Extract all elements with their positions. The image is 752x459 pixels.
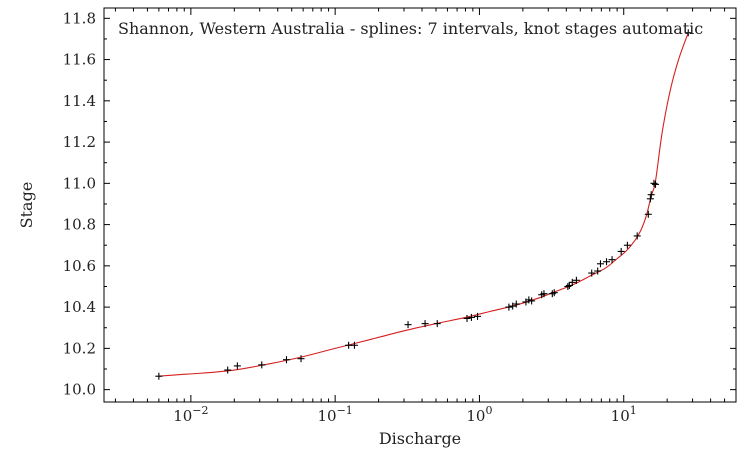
observation-point — [647, 191, 655, 199]
observation-point — [651, 180, 659, 188]
observation-point — [550, 289, 558, 297]
x-tick-base: 10 — [466, 407, 485, 425]
x-tick-base: 10 — [317, 407, 336, 425]
observation-point — [282, 356, 290, 364]
y-tick-label: 11.4 — [63, 92, 96, 110]
observation-point — [623, 241, 631, 249]
observation-point — [463, 314, 471, 322]
observation-point — [633, 232, 641, 240]
observation-point — [404, 321, 412, 329]
observation-point — [644, 210, 652, 218]
observation-point — [617, 247, 625, 255]
x-tick-label: 100 — [466, 404, 492, 425]
x-tick-label: 10−1 — [317, 404, 352, 425]
x-tick-label: 101 — [611, 404, 637, 425]
observation-point — [568, 278, 576, 286]
y-tick-label: 10.8 — [63, 216, 96, 234]
x-axis-label: Discharge — [379, 429, 461, 448]
x-tick-base: 10 — [173, 407, 192, 425]
observation-point — [572, 276, 580, 284]
observation-point — [224, 366, 232, 374]
observation-point — [603, 258, 611, 266]
chart-title: Shannon, Western Australia - splines: 7 … — [118, 19, 703, 38]
observation-point — [684, 29, 692, 37]
observation-point — [155, 372, 163, 380]
observation-point — [564, 282, 572, 290]
observation-point — [233, 362, 241, 370]
x-tick-exponent: 1 — [630, 404, 637, 417]
plot-frame — [103, 7, 737, 403]
observation-point — [421, 320, 429, 328]
observation-point — [474, 312, 482, 320]
observation-point — [297, 355, 305, 363]
x-tick-exponent: 0 — [485, 404, 492, 417]
observation-point — [565, 281, 573, 289]
x-tick-exponent: −2 — [192, 404, 208, 417]
observation-point — [350, 341, 358, 349]
axes-layer: 10.0 10.2 10.4 10.6 10.8 11.0 11.2 11.4 11.6 11.8… — [63, 8, 737, 425]
observation-point — [467, 313, 475, 321]
x-tick-exponent: −1 — [337, 404, 353, 417]
x-tick-base: 10 — [611, 407, 630, 425]
y-axis-label: Stage — [17, 182, 36, 229]
observation-point — [540, 290, 548, 298]
y-tick-label: 11.6 — [63, 51, 96, 69]
y-tick-label: 11.0 — [63, 174, 96, 192]
y-tick-label: 10.2 — [63, 339, 96, 357]
observation-point — [512, 300, 520, 308]
observation-point — [594, 267, 602, 275]
y-tick-label: 10.0 — [63, 381, 96, 399]
observation-point — [528, 297, 536, 305]
observation-point — [650, 179, 658, 187]
y-tick-label: 11.8 — [63, 9, 96, 27]
observation-point — [608, 256, 616, 264]
x-tick-label: 10−2 — [173, 404, 208, 425]
observation-point — [433, 320, 441, 328]
y-tick-label: 11.2 — [63, 133, 96, 151]
y-tick-label: 10.4 — [63, 298, 96, 316]
points-layer — [155, 29, 692, 380]
observation-point — [596, 260, 604, 268]
curve-layer — [158, 32, 689, 377]
observation-point — [646, 195, 654, 203]
spline-fit-line — [158, 32, 689, 377]
observation-point — [505, 303, 513, 311]
observation-point — [509, 302, 517, 310]
observation-point — [588, 269, 596, 277]
observation-point — [258, 361, 266, 369]
y-tick-label: 10.6 — [63, 257, 96, 275]
